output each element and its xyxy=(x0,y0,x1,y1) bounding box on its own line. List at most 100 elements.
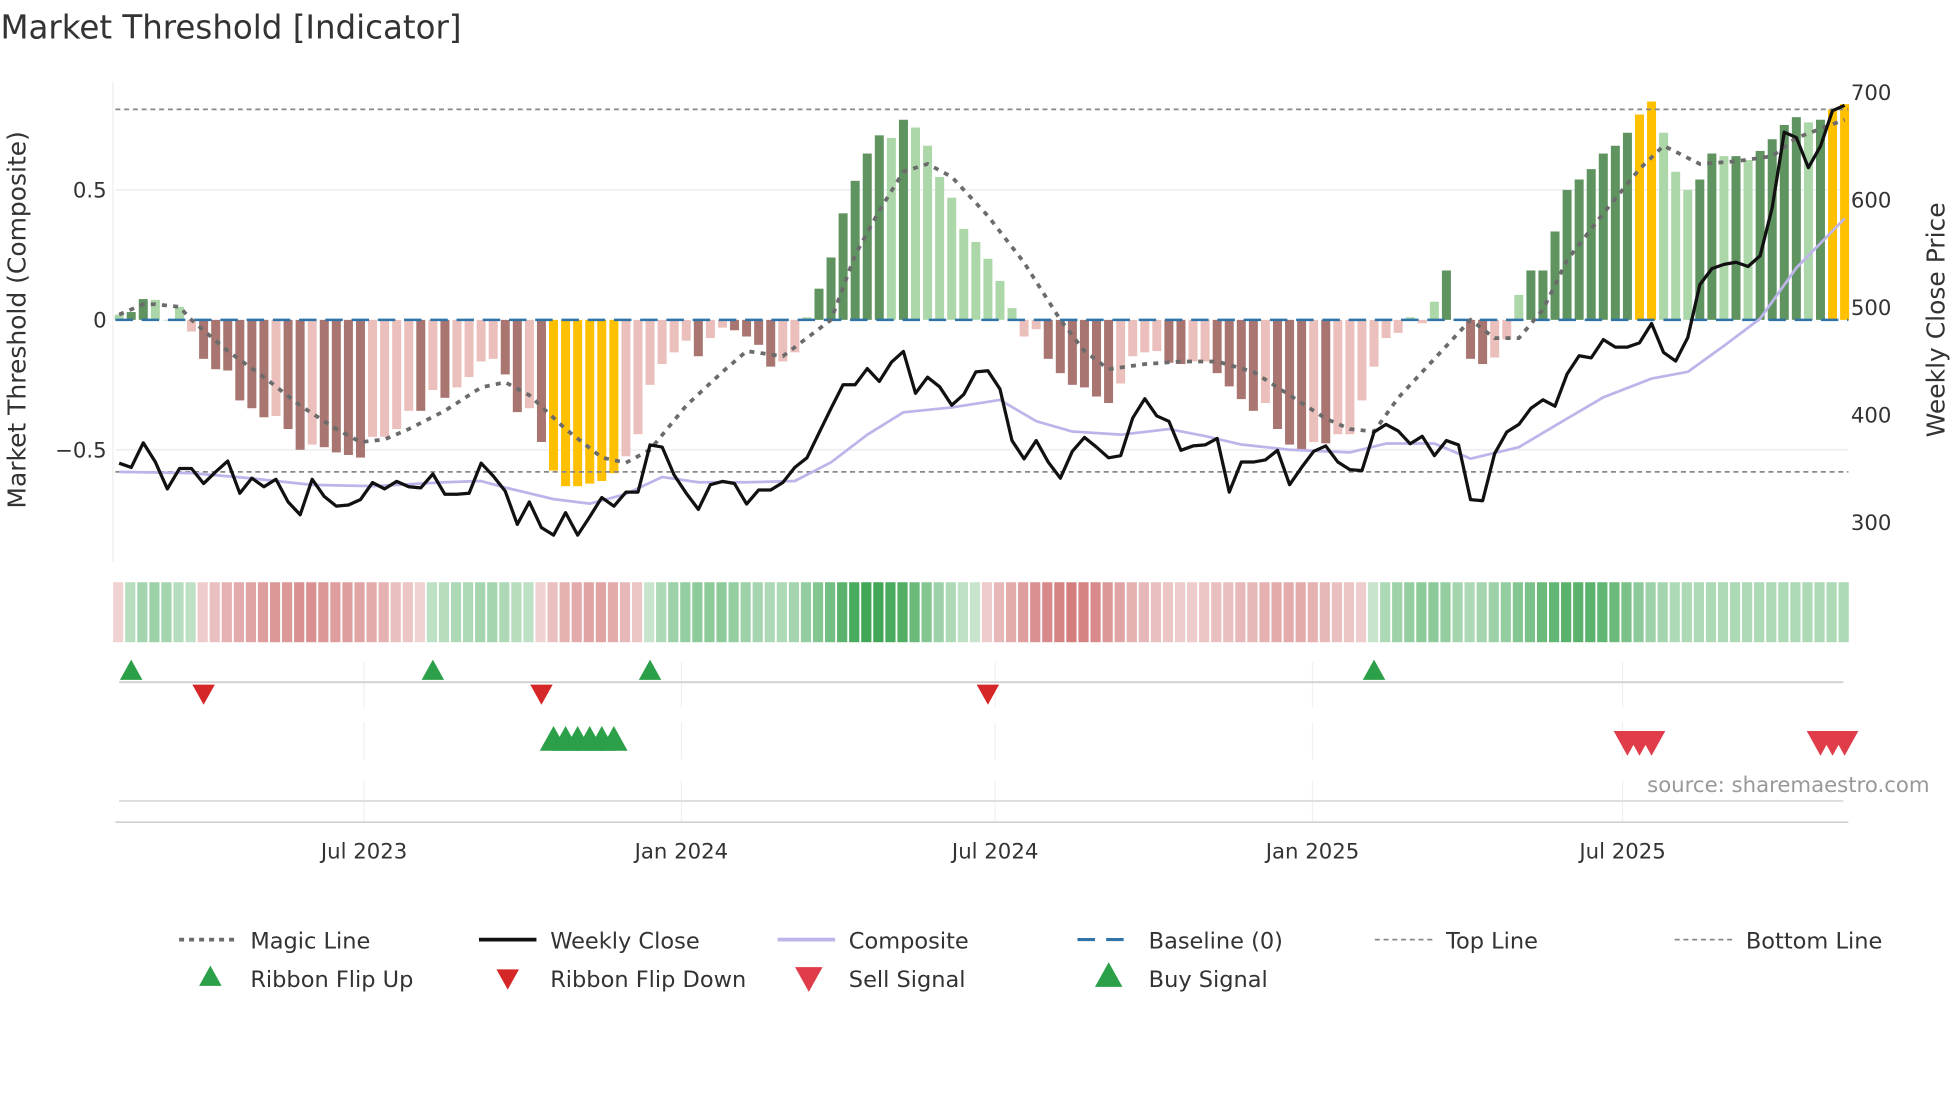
ribbon-cell xyxy=(921,582,932,643)
ribbon-cell xyxy=(330,582,341,643)
composite-bar xyxy=(850,180,860,320)
composite-bar xyxy=(223,319,233,371)
composite-bar xyxy=(561,319,571,487)
composite-bar xyxy=(1514,294,1524,320)
ribbon-cell xyxy=(993,582,1005,643)
ribbon-cell xyxy=(125,582,136,643)
composite-bar xyxy=(1671,171,1681,320)
composite-bar xyxy=(1719,156,1729,320)
ribbon-cell xyxy=(631,582,643,643)
composite-bar xyxy=(597,319,607,481)
composite-bar xyxy=(1417,319,1427,324)
ribbon-cell xyxy=(849,582,860,643)
composite-bar xyxy=(500,319,510,375)
x-tick-label: Jul 2023 xyxy=(319,839,407,864)
composite-bar xyxy=(295,319,305,450)
ribbon-cell xyxy=(523,582,534,643)
composite-bar xyxy=(452,319,462,388)
ribbon-cell xyxy=(378,582,389,643)
composite-bar xyxy=(187,319,197,332)
ribbon-cell xyxy=(402,582,413,643)
trend-ribbon xyxy=(113,582,1849,643)
right-tick-label: 700 xyxy=(1851,81,1892,106)
composite-bar xyxy=(621,319,631,457)
composite-bar xyxy=(911,127,921,320)
composite-bar xyxy=(1828,109,1838,320)
ribbon-cell xyxy=(1500,582,1511,643)
composite-bar xyxy=(935,176,945,320)
composite-bar xyxy=(1755,150,1765,320)
ribbon-cell xyxy=(1621,582,1632,643)
ribbon-cell xyxy=(933,582,944,643)
ribbon-cell xyxy=(1488,582,1499,643)
composite-bar xyxy=(947,197,957,320)
ribbon-cell xyxy=(619,582,631,643)
ribbon-cell xyxy=(1090,582,1101,643)
ribbon-cell xyxy=(1102,582,1113,643)
x-tick-label: Jan 2024 xyxy=(633,839,729,864)
ribbon-cell xyxy=(1548,582,1560,643)
composite-bar xyxy=(440,319,450,398)
ribbon-cell xyxy=(511,582,522,643)
composite-bar xyxy=(1272,319,1282,430)
ribbon-cell xyxy=(788,582,800,643)
ribbon-cell xyxy=(1766,582,1777,643)
ribbon-cell xyxy=(728,582,739,643)
composite-bar xyxy=(1791,117,1801,320)
ribbon-cell xyxy=(1464,582,1475,643)
composite-bar xyxy=(1019,319,1029,337)
composite-bar xyxy=(1079,319,1089,388)
ribbon-flip-down-marker xyxy=(192,684,215,705)
ribbon-flip-up-marker xyxy=(1362,659,1386,680)
composite-bar xyxy=(1478,319,1488,365)
ribbon-cell xyxy=(390,582,401,643)
ribbon-cell xyxy=(1597,582,1608,643)
ribbon-cell xyxy=(414,582,425,643)
ribbon-cell xyxy=(800,582,812,643)
composite-bar xyxy=(1333,319,1343,435)
composite-bar xyxy=(705,319,715,339)
ribbon-cell xyxy=(1814,582,1825,643)
ribbon-cell xyxy=(1802,582,1813,643)
composite-bar xyxy=(404,319,414,411)
composite-bar xyxy=(790,319,800,353)
composite-bar xyxy=(1092,319,1102,397)
composite-bar xyxy=(1297,319,1307,450)
composite-bar xyxy=(959,228,969,320)
triangle-down-icon xyxy=(795,967,823,992)
ribbon-cell xyxy=(885,582,896,643)
ribbon-flip-up-marker xyxy=(638,659,662,680)
composite-bar xyxy=(693,319,703,357)
composite-bar xyxy=(1562,189,1572,320)
ribbon-cell xyxy=(161,582,172,643)
ribbon-cell xyxy=(583,582,594,643)
composite-bar xyxy=(1152,319,1162,352)
composite-bar xyxy=(1212,319,1222,374)
composite-bar xyxy=(1683,189,1693,320)
composite-bar xyxy=(838,213,848,320)
ribbon-cell xyxy=(1512,582,1523,643)
ribbon-cell xyxy=(1307,582,1318,643)
ribbon-cell xyxy=(233,582,244,643)
ribbon-cell xyxy=(825,582,836,643)
ribbon-cell xyxy=(1778,582,1789,643)
ribbon-cell xyxy=(680,582,691,643)
composite-bar xyxy=(1116,319,1126,384)
composite-bar xyxy=(512,319,522,413)
x-tick-label: Jul 2024 xyxy=(950,839,1038,864)
composite-bar xyxy=(1731,156,1741,320)
composite-bar xyxy=(862,153,872,320)
ribbon-cell xyxy=(1585,582,1596,643)
composite-bar xyxy=(1345,319,1355,435)
ribbon-cell xyxy=(559,582,570,643)
composite-bar xyxy=(271,319,281,417)
composite-bar xyxy=(1647,101,1657,320)
ribbon-cell xyxy=(1042,582,1053,643)
ribbon-cell xyxy=(487,582,498,643)
ribbon-cell xyxy=(1138,582,1149,643)
composite-bar xyxy=(114,314,124,320)
ribbon-cell xyxy=(342,582,353,643)
legend-label: Ribbon Flip Down xyxy=(550,967,746,993)
composite-bar xyxy=(1610,145,1620,320)
